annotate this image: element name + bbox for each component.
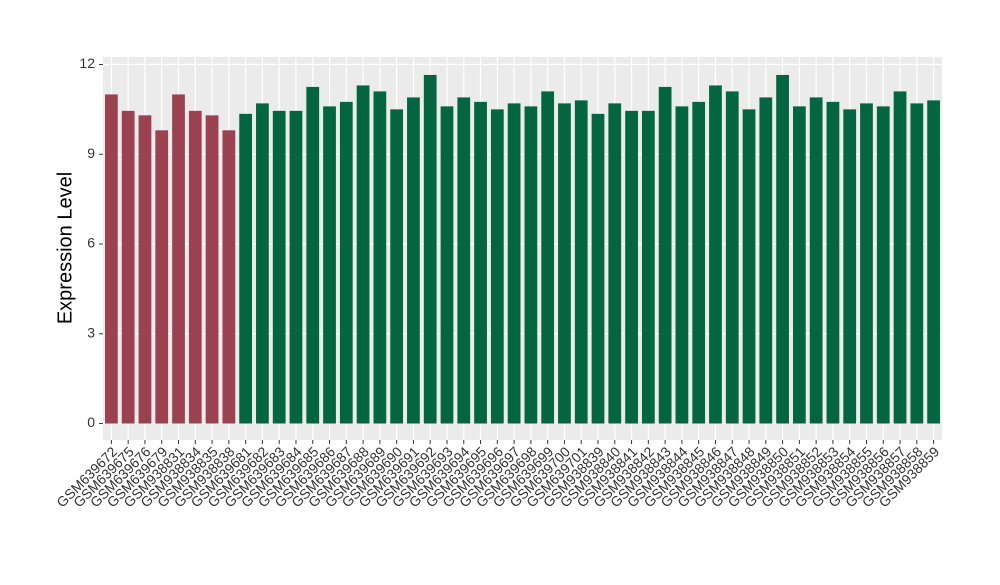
bar xyxy=(423,74,437,424)
bar xyxy=(876,106,890,424)
bar xyxy=(759,97,773,424)
bar xyxy=(155,130,169,424)
bar xyxy=(172,94,185,424)
bar xyxy=(188,110,202,424)
bar xyxy=(256,103,269,424)
bar xyxy=(843,109,857,424)
bar xyxy=(272,110,286,424)
bar xyxy=(440,106,454,424)
bar xyxy=(407,97,420,424)
bar xyxy=(339,101,353,424)
y-tick-label: 0 xyxy=(87,414,95,430)
bar xyxy=(910,103,924,424)
bar xyxy=(138,115,152,424)
bar xyxy=(541,91,555,424)
bar xyxy=(641,110,655,424)
y-tick-label: 9 xyxy=(87,145,95,161)
y-tick-label: 6 xyxy=(87,235,95,251)
bar xyxy=(725,91,739,424)
bar xyxy=(474,101,487,424)
bar xyxy=(205,115,219,424)
y-tick-label: 12 xyxy=(79,55,95,71)
bar xyxy=(105,94,118,424)
bar xyxy=(222,130,236,424)
bar xyxy=(457,97,471,424)
bar xyxy=(373,91,387,424)
bar xyxy=(809,97,823,424)
bar xyxy=(742,109,756,424)
bar xyxy=(239,113,253,424)
bar xyxy=(608,103,622,424)
bar xyxy=(507,103,521,424)
bar xyxy=(591,113,605,424)
bar xyxy=(574,100,588,424)
bar xyxy=(792,106,806,424)
y-tick-label: 3 xyxy=(87,324,95,340)
bar xyxy=(289,110,303,424)
y-axis-title: Expression Level xyxy=(54,172,76,324)
bar xyxy=(390,109,404,424)
bar xyxy=(776,74,789,424)
bar xyxy=(893,91,907,424)
bar xyxy=(675,106,689,424)
bar xyxy=(524,106,538,424)
bar xyxy=(692,101,706,424)
bar xyxy=(826,101,840,424)
bar xyxy=(490,109,504,424)
bar xyxy=(323,106,336,424)
bar xyxy=(658,86,672,424)
bar xyxy=(625,110,638,424)
bar xyxy=(306,86,320,424)
bar xyxy=(558,103,571,424)
bar xyxy=(927,100,940,424)
bar xyxy=(121,110,135,424)
bar xyxy=(709,85,722,424)
bar xyxy=(356,85,370,424)
bar xyxy=(860,103,873,424)
